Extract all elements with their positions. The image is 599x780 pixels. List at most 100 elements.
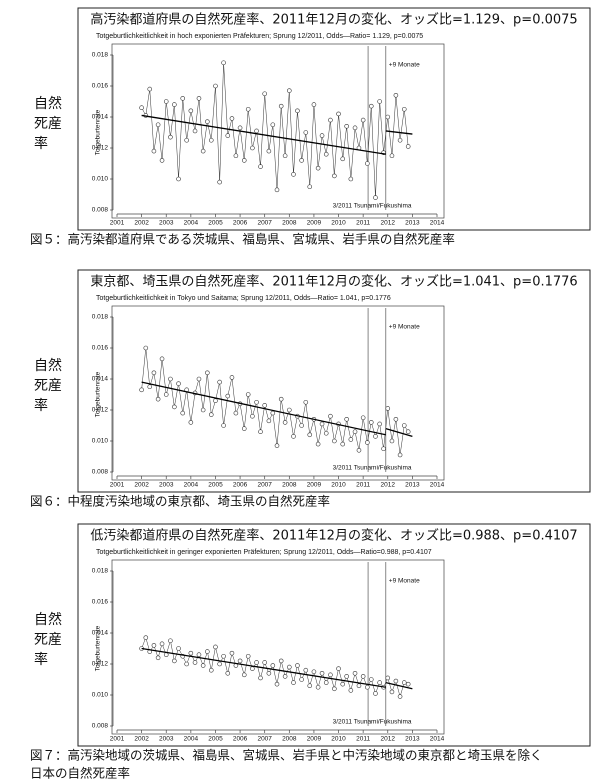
data-point [323, 680, 329, 685]
trend-line [141, 381, 386, 436]
x-tick-label: 2008 [282, 736, 297, 743]
data-point [332, 438, 337, 444]
data-point [217, 179, 222, 185]
data-point [385, 406, 391, 411]
caption: 図５：高汚染都道府県である茨城県、福島県、宮城県、岩手県の自然死産率 [30, 232, 455, 247]
data-point [307, 184, 313, 190]
y-axis-label: Totgeburtenrate [95, 371, 102, 417]
y-tick-label: 0.012 [92, 661, 109, 668]
x-tick-label: 2007 [257, 482, 272, 489]
data-point [184, 137, 189, 143]
data-point [139, 387, 144, 393]
series-line [141, 62, 409, 198]
data-point [389, 689, 395, 695]
side-label: 率 [34, 135, 48, 152]
data-point [270, 122, 276, 128]
data-point [307, 683, 313, 689]
data-point [299, 423, 304, 428]
trend-line [141, 647, 386, 688]
data-point [373, 195, 378, 200]
data-point [332, 686, 337, 692]
event-label: +9 Monate [389, 578, 420, 585]
data-point [389, 438, 395, 444]
x-tick-label: 2005 [208, 482, 223, 489]
side-label: 死産 [34, 632, 62, 648]
trend-line [385, 130, 413, 135]
plot-frame [111, 43, 445, 219]
trend-line [385, 681, 413, 690]
x-tick-label: 2009 [307, 220, 322, 227]
side-label: 自然 [34, 357, 62, 374]
x-tick-label: 2006 [233, 220, 248, 227]
data-point [401, 106, 407, 112]
data-point [315, 441, 321, 447]
x-tick-label: 2012 [381, 482, 396, 489]
data-point [180, 96, 186, 101]
x-tick-label: 2010 [331, 220, 346, 227]
data-point [365, 440, 370, 445]
data-point [208, 137, 214, 143]
data-point [319, 421, 325, 427]
data-point [262, 403, 267, 408]
x-tick-label: 2011 [356, 482, 370, 489]
data-point [208, 667, 214, 673]
data-point [405, 144, 411, 149]
data-point [323, 430, 329, 436]
data-point [188, 108, 194, 114]
data-point [303, 399, 309, 405]
data-point [389, 153, 395, 159]
x-tick-label: 2014 [430, 220, 445, 227]
data-point [356, 447, 362, 453]
data-point [352, 429, 358, 435]
data-point [258, 675, 263, 681]
data-point [213, 398, 218, 404]
y-tick-label: 0.014 [92, 376, 109, 383]
data-point [344, 674, 349, 679]
data-point [311, 102, 317, 107]
y-tick-label: 0.018 [92, 568, 109, 575]
data-point [393, 416, 399, 422]
data-point [303, 667, 309, 673]
data-point [225, 133, 231, 138]
data-point [192, 128, 198, 134]
data-point [356, 683, 362, 689]
data-point [233, 410, 239, 416]
data-point [155, 122, 161, 128]
event-label: +9 Monate [389, 62, 420, 69]
data-point [147, 384, 153, 390]
data-point [401, 423, 407, 428]
data-point [373, 691, 378, 696]
data-point [291, 172, 296, 177]
panel-heading: 低汚染都道府県の自然死産率、2011年12月の変化、オッズ比=0.988、p=0… [90, 528, 577, 544]
data-point [282, 153, 288, 159]
data-point [229, 650, 235, 656]
x-tick-label: 2001 [110, 736, 125, 743]
data-point [360, 117, 366, 123]
data-point [348, 437, 354, 442]
event-label: 3/2011 Tsunami/Fukushima [333, 719, 412, 726]
data-point [373, 434, 378, 439]
data-point [287, 88, 292, 93]
data-point [303, 130, 309, 135]
data-point [360, 415, 366, 421]
data-point [340, 441, 346, 447]
data-point [188, 420, 194, 425]
data-point [315, 165, 321, 171]
y-tick-label: 0.010 [92, 438, 109, 445]
data-point [352, 670, 358, 676]
data-point [385, 114, 391, 120]
data-point [385, 675, 391, 681]
x-tick-label: 2004 [184, 736, 199, 743]
data-point [245, 392, 251, 397]
x-tick-label: 2009 [307, 736, 322, 743]
data-point [377, 99, 382, 104]
data-point [405, 681, 411, 687]
data-point [168, 638, 173, 644]
x-tick-label: 2014 [430, 482, 445, 489]
data-point [307, 432, 313, 438]
panel-box [77, 523, 591, 747]
plot-frame [111, 559, 445, 735]
y-tick-label: 0.008 [92, 723, 109, 730]
y-tick-label: 0.016 [92, 599, 109, 606]
data-point [266, 670, 272, 676]
